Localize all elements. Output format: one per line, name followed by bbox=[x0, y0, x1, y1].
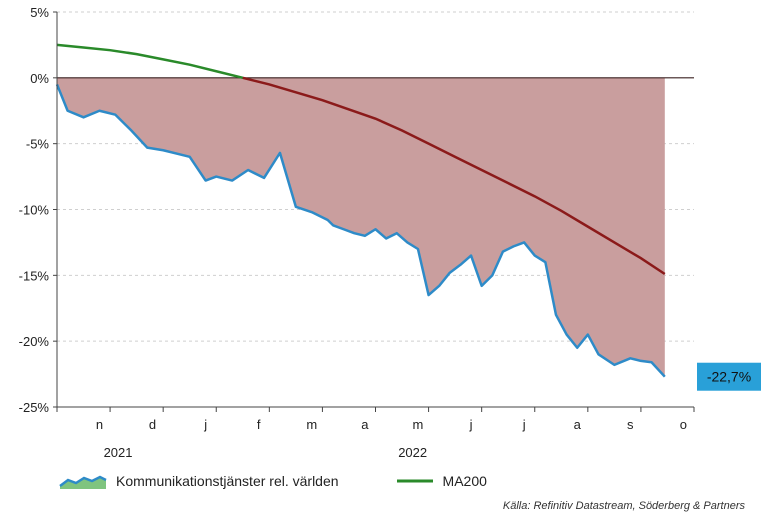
y-tick-label: -20% bbox=[19, 334, 50, 349]
legend-label-series1: Kommunikationstjänster rel. världen bbox=[116, 473, 339, 489]
x-month-label: m bbox=[306, 417, 317, 432]
area-swatch-icon bbox=[59, 475, 107, 489]
legend-item-ma200: MA200 bbox=[395, 472, 487, 490]
y-tick-label: -15% bbox=[19, 268, 50, 283]
x-month-label: j bbox=[522, 417, 526, 432]
underperformance-area bbox=[57, 77, 665, 377]
source-note: Källa: Refinitiv Datastream, Söderberg &… bbox=[502, 500, 745, 512]
ma200-line-negative bbox=[242, 76, 666, 276]
x-month-label: j bbox=[203, 417, 207, 432]
y-tick-label: -10% bbox=[19, 203, 50, 218]
legend-item-series1: Kommunikationstjänster rel. världen bbox=[58, 472, 339, 490]
series-line-kommunikation bbox=[55, 83, 666, 378]
area-fill bbox=[57, 77, 665, 377]
legend-label-ma200: MA200 bbox=[442, 473, 487, 489]
last-value-label: -22,7% bbox=[707, 369, 751, 385]
line-swatch-icon bbox=[396, 479, 433, 483]
y-tick-label: 5% bbox=[30, 5, 49, 20]
axes bbox=[53, 11, 695, 412]
x-month-label: o bbox=[680, 417, 687, 432]
series-lines bbox=[55, 43, 666, 378]
x-tick-labels: n d j f m a m j j a s o 2021 2022 bbox=[96, 417, 687, 460]
y-tick-label: -5% bbox=[26, 137, 50, 152]
last-value-callout: -22,7% bbox=[697, 362, 761, 391]
x-year-label: 2021 bbox=[104, 445, 133, 460]
x-month-label: j bbox=[469, 417, 473, 432]
x-month-label: d bbox=[149, 417, 156, 432]
y-tick-label: 0% bbox=[30, 71, 49, 86]
x-month-label: s bbox=[627, 417, 634, 432]
x-month-label: m bbox=[413, 417, 424, 432]
legend: Kommunikationstjänster rel. världen MA20… bbox=[58, 470, 543, 492]
y-tick-label: -25% bbox=[19, 400, 50, 415]
x-month-label: a bbox=[361, 417, 369, 432]
x-month-label: f bbox=[257, 417, 261, 432]
x-month-label: a bbox=[574, 417, 582, 432]
x-year-label: 2022 bbox=[398, 445, 427, 460]
ma200-line-positive bbox=[56, 43, 244, 80]
chart: 5% 0% -5% -10% -15% -20% -25% n d j f m a m j j a s o 2021… bbox=[19, 5, 761, 460]
y-tick-labels: 5% 0% -5% -10% -15% -20% -25% bbox=[19, 5, 50, 415]
last-value-box bbox=[697, 362, 761, 391]
x-month-label: n bbox=[96, 417, 103, 432]
